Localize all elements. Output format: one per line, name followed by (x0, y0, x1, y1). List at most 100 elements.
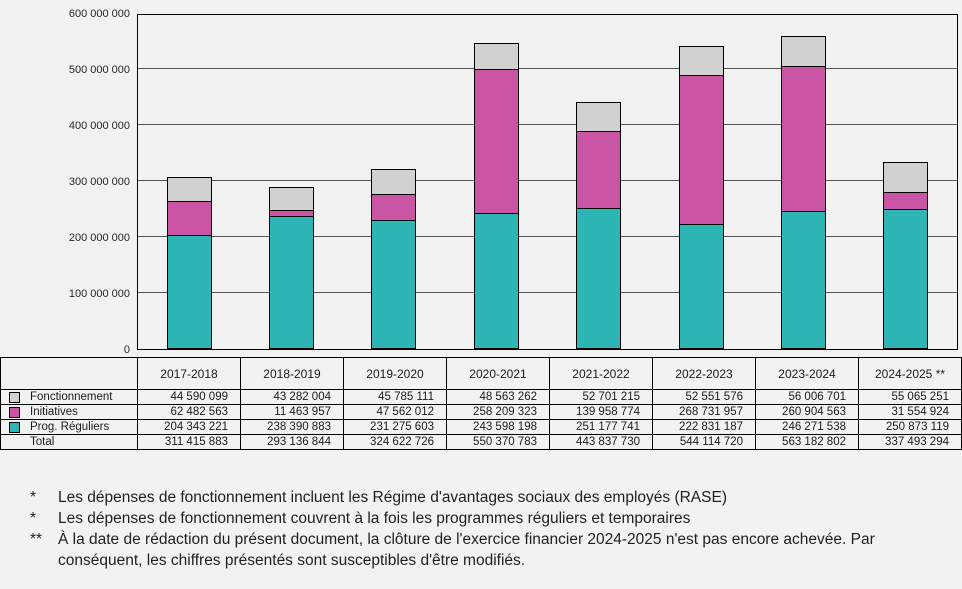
legend-inner: Total (9, 436, 137, 448)
bar-segment-fonctionnement (780, 35, 826, 68)
table-year-header: 2023-2024 (755, 357, 859, 390)
y-axis-tick-label: 600 000 000 (68, 8, 130, 20)
gridline (138, 292, 957, 293)
bar-segment-initiatives (780, 66, 826, 213)
gridline (138, 236, 957, 237)
bar-segment-prog-r-guliers (883, 208, 929, 349)
legend-swatch (9, 391, 20, 403)
bar-segment-fonctionnement (473, 42, 519, 71)
bars-container (138, 15, 957, 349)
page: { "chart_data": { "type": "bar", "stacke… (0, 8, 962, 589)
plot-area (137, 14, 958, 350)
table-value-cell: 55 065 251 (858, 389, 962, 405)
table-header-row: 2017-2018 2018-2019 2019-2020 2020-2021 2021… (0, 357, 962, 390)
table-year-header: 2021-2022 (549, 357, 653, 390)
bar-segment-prog-r-guliers (473, 212, 519, 349)
bar-group-2024-2025** (855, 15, 957, 349)
bar-segment-fonctionnement (166, 176, 212, 202)
legend-swatch (9, 406, 20, 418)
table-value-cell: 243 598 198 (446, 419, 550, 435)
bar-segment-initiatives (678, 74, 724, 226)
table-value-cell: 563 182 802 (755, 434, 859, 450)
bar-stack (166, 176, 212, 349)
bar-stack (883, 162, 929, 349)
table-value-cell: 48 563 262 (446, 389, 550, 405)
y-axis-tick-label: 200 000 000 (68, 232, 130, 244)
table-value-cell: 544 114 720 (652, 434, 756, 450)
footnote-3: ** À la date de rédaction du présent doc… (30, 530, 922, 572)
table-year-header: 2022-2023 (652, 357, 756, 390)
legend-swatch-placeholder (9, 437, 20, 448)
footnote-marker: * (30, 509, 37, 527)
table-value-cell: 56 006 701 (755, 389, 859, 405)
bar-group-2022-2023 (650, 15, 752, 349)
bar-group-2020-2021 (445, 15, 547, 349)
bar-segment-initiatives (473, 69, 519, 214)
table-value-cell: 238 390 883 (240, 419, 344, 435)
table-value-cell: 47 562 012 (343, 404, 447, 420)
table-value-cell: 250 873 119 (858, 419, 962, 435)
footnote-text: À la date de rédaction du présent docume… (58, 530, 875, 569)
legend-label: Initiatives (30, 406, 78, 418)
bar-stack (269, 186, 315, 349)
bar-stack (473, 42, 519, 349)
bar-group-2021-2022 (548, 15, 650, 349)
legend-cell: Total (0, 434, 138, 450)
footnote-1: * Les dépenses de fonctionnement incluen… (30, 488, 922, 509)
table-row: Prog. Réguliers 204 343 221 238 390 883 231… (0, 419, 962, 435)
legend-label: Prog. Réguliers (30, 421, 110, 433)
table-value-cell: 222 831 187 (652, 419, 756, 435)
legend-inner: Fonctionnement (9, 391, 137, 403)
table-year-header: 2020-2021 (446, 357, 550, 390)
bar-segment-prog-r-guliers (678, 224, 724, 349)
footnote-marker: * (30, 489, 37, 506)
table-value-cell: 550 370 783 (446, 434, 550, 450)
stacked-bar-chart: 0 100 000 000 200 000 000 300 000 000 400 00… (0, 8, 962, 356)
bar-segment-initiatives (166, 200, 212, 236)
table-row: Fonctionnement 44 590 099 43 282 004 45 785… (0, 389, 962, 405)
legend-cell: Fonctionnement (0, 389, 138, 405)
table-value-cell: 11 463 957 (240, 404, 344, 420)
bar-stack (576, 102, 622, 349)
table-value-cell: 443 837 730 (549, 434, 653, 450)
footnotes: * Les dépenses de fonctionnement incluen… (0, 488, 962, 572)
bar-segment-fonctionnement (576, 102, 622, 132)
legend-swatch (9, 421, 20, 433)
table-value-cell: 251 177 741 (549, 419, 653, 435)
y-axis: 0 100 000 000 200 000 000 300 000 000 400 00… (0, 8, 137, 356)
bar-stack (780, 35, 826, 349)
bar-segment-prog-r-guliers (371, 219, 417, 349)
table-value-cell: 260 904 563 (755, 404, 859, 420)
legend-inner: Prog. Réguliers (9, 421, 137, 433)
table-value-cell: 268 731 957 (652, 404, 756, 420)
bar-group-2017-2018 (138, 15, 240, 349)
bar-segment-fonctionnement (371, 169, 417, 195)
table-value-cell: 43 282 004 (240, 389, 344, 405)
table-value-cell: 139 958 774 (549, 404, 653, 420)
y-axis-tick-label: 0 (123, 344, 130, 356)
bar-segment-initiatives (576, 130, 622, 210)
bar-segment-fonctionnement (883, 162, 929, 193)
table-value-cell: 52 701 215 (549, 389, 653, 405)
gridline (138, 68, 957, 69)
y-axis-tick-label: 500 000 000 (68, 64, 130, 76)
table-value-cell: 337 493 294 (858, 434, 962, 450)
table-value-cell: 231 275 603 (343, 419, 447, 435)
bar-segment-initiatives (883, 191, 929, 210)
legend-cell: Initiatives (0, 404, 138, 420)
table-value-cell: 45 785 111 (343, 389, 447, 405)
bar-segment-fonctionnement (269, 186, 315, 212)
bar-segment-initiatives (371, 193, 417, 221)
table-year-header: 2017-2018 (137, 357, 241, 390)
table-value-cell: 204 343 221 (137, 419, 241, 435)
bar-stack (678, 46, 724, 349)
table-value-cell: 246 271 538 (755, 419, 859, 435)
data-table: 2017-2018 2018-2019 2019-2020 2020-2021 2021… (0, 357, 962, 450)
table-value-cell: 258 209 323 (446, 404, 550, 420)
gridline (138, 180, 957, 181)
table-value-cell: 62 482 563 (137, 404, 241, 420)
table-value-cell: 311 415 883 (137, 434, 241, 450)
bar-group-2018-2019 (240, 15, 342, 349)
gridline (138, 124, 957, 125)
table-value-cell: 293 136 844 (240, 434, 344, 450)
